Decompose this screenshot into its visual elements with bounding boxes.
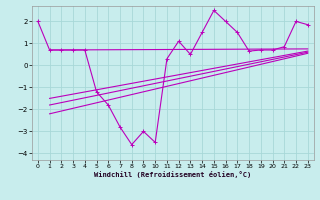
X-axis label: Windchill (Refroidissement éolien,°C): Windchill (Refroidissement éolien,°C) — [94, 171, 252, 178]
